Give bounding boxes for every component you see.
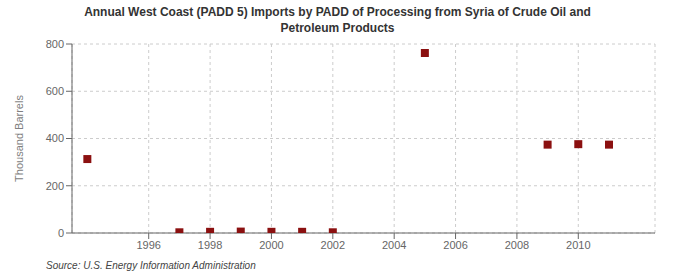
svg-text:600: 600: [46, 85, 64, 97]
svg-text:800: 800: [46, 38, 64, 50]
html-text:Petroleum Products: Petroleum Products: [280, 21, 395, 35]
svg-text:1996: 1996: [136, 239, 160, 251]
svg-text:400: 400: [46, 132, 64, 144]
svg-text:1998: 1998: [198, 239, 222, 251]
html-text:Source: U.S. Energy Informatio: Source: U.S. Energy Information Administ…: [46, 260, 256, 271]
svg-text:200: 200: [46, 180, 64, 192]
html-text:Annual West Coast (PADD 5) Imp: Annual West Coast (PADD 5) Imports by PA…: [84, 5, 591, 19]
svg-text:2000: 2000: [259, 239, 283, 251]
svg-text:Thousand Barrels: Thousand Barrels: [13, 95, 25, 182]
svg-text:2010: 2010: [566, 239, 590, 251]
svg-text:2002: 2002: [321, 239, 345, 251]
svg-text:2004: 2004: [382, 239, 406, 251]
svg-text:2008: 2008: [505, 239, 529, 251]
svg-text:2006: 2006: [443, 239, 467, 251]
svg-text:0: 0: [58, 227, 64, 239]
